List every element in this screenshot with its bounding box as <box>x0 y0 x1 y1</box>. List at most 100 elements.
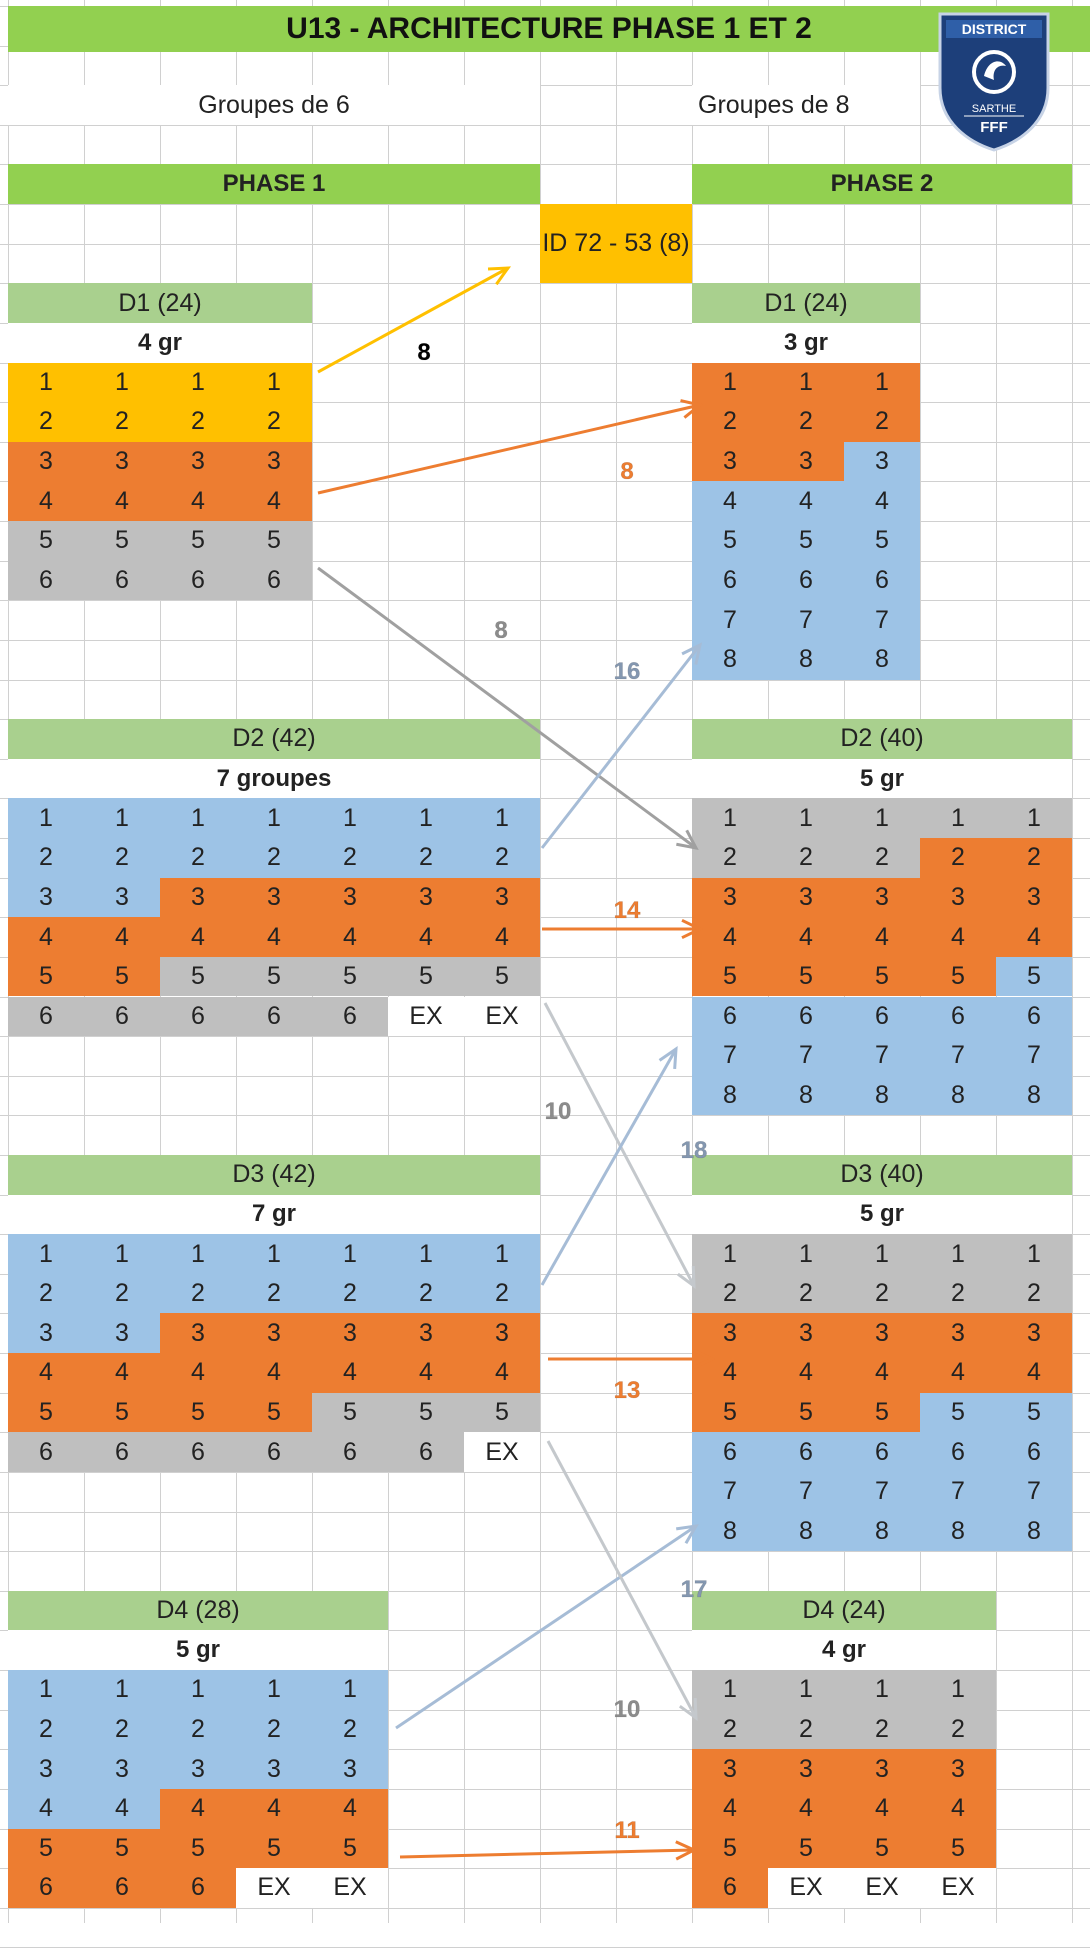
phase2-rank-cell: 8 <box>920 1511 996 1552</box>
phase2-rank-cell: 4 <box>692 1788 768 1829</box>
phase1-rank-cell: 4 <box>160 481 236 522</box>
phase2-rank-cell: 2 <box>692 838 768 878</box>
phase1-rank-cell: 6 <box>84 560 160 601</box>
phase2-rank-cell: 8 <box>920 1075 996 1116</box>
phase1-rank-cell: 2 <box>312 1709 388 1750</box>
phase1-division-header: D4 (28) <box>8 1590 388 1631</box>
phase1-rank-cell: 5 <box>312 1392 388 1433</box>
phase1-rank-cell: 4 <box>84 1353 160 1393</box>
phase1-rank-cell: 3 <box>84 441 160 482</box>
phase1-rank-cell: 5 <box>8 956 84 997</box>
phase2-rank-cell: 7 <box>692 1471 768 1512</box>
phase1-rank-cell: 1 <box>8 1234 84 1274</box>
phase2-rank-cell: 2 <box>844 838 920 878</box>
phase2-rank-cell: 8 <box>844 1075 920 1116</box>
phase2-rank-cell: 1 <box>844 362 920 403</box>
flow-count-label: 13 <box>613 1377 641 1405</box>
phase1-rank-cell: 5 <box>312 1828 388 1869</box>
phase1-division-header: D1 (24) <box>8 283 312 323</box>
phase2-rank-cell: 4 <box>920 917 996 957</box>
phase2-rank-cell: 7 <box>920 1471 996 1512</box>
phase1-rank-cell: 2 <box>8 1709 84 1750</box>
phase2-rank-cell: 1 <box>768 798 844 838</box>
phase1-rank-cell: 5 <box>236 1392 312 1433</box>
phase1-rank-cell: 3 <box>312 1313 388 1354</box>
phase2-rank-cell: 6 <box>768 560 844 601</box>
phase1-rank-cell: 5 <box>84 1392 160 1433</box>
phase2-rank-cell: 4 <box>768 1788 844 1829</box>
phase1-rank-cell: 4 <box>236 1788 312 1829</box>
phase2-rank-cell: 7 <box>844 1471 920 1512</box>
phase1-rank-cell: 4 <box>8 481 84 522</box>
phase2-rank-cell: 3 <box>692 441 768 482</box>
phase2-rank-cell: 1 <box>920 1670 996 1710</box>
phase2-rank-cell: 5 <box>768 521 844 561</box>
phase1-rank-cell: 5 <box>160 1392 236 1433</box>
phase2-rank-cell: 7 <box>692 1036 768 1076</box>
phase2-rank-cell: 6 <box>768 996 844 1037</box>
flow-count-label: 8 <box>417 339 431 367</box>
phase2-rank-cell: 4 <box>996 917 1072 957</box>
phase2-rank-cell: 7 <box>920 1036 996 1076</box>
phase2-rank-cell: 5 <box>844 1392 920 1433</box>
phase1-rank-cell: 4 <box>464 1353 540 1393</box>
phase2-rank-cell: 3 <box>692 1749 768 1789</box>
phase1-rank-cell: 6 <box>236 560 312 601</box>
phase1-rank-cell: 3 <box>160 877 236 918</box>
phase2-rank-cell: 2 <box>844 402 920 442</box>
phase1-rank-cell: 4 <box>84 917 160 957</box>
phase2-rank-cell: 6 <box>844 996 920 1037</box>
phase1-rank-cell: 3 <box>84 1749 160 1789</box>
phase1-rank-cell: 3 <box>8 877 84 918</box>
phase1-rank-cell: EX <box>388 996 464 1037</box>
phase1-rank-cell: EX <box>464 996 540 1037</box>
phase1-rank-cell: 1 <box>464 1234 540 1274</box>
phase2-rank-cell: 8 <box>692 639 768 680</box>
phase2-rank-cell: 4 <box>996 1353 1072 1393</box>
phase2-rank-cell: 1 <box>768 1670 844 1710</box>
phase2-rank-cell: 3 <box>844 1313 920 1354</box>
phase1-rank-cell: 4 <box>312 917 388 957</box>
phase2-rank-cell: 6 <box>844 560 920 601</box>
phase1-rank-cell: 5 <box>160 956 236 997</box>
phase1-rank-cell: 3 <box>312 1749 388 1789</box>
phase1-rank-cell: 4 <box>312 1353 388 1393</box>
phase1-rank-cell: 4 <box>8 1353 84 1393</box>
phase1-rank-cell: 5 <box>464 956 540 997</box>
phase2-rank-cell: 2 <box>692 1709 768 1750</box>
phase2-rank-cell: EX <box>844 1868 920 1908</box>
logo-bottom-text: FFF <box>980 119 1008 136</box>
groupes-de-6-label: Groupes de 6 <box>8 85 540 125</box>
phase1-rank-cell: 4 <box>84 1788 160 1829</box>
phase2-rank-cell: 6 <box>692 1432 768 1472</box>
phase2-rank-cell: 3 <box>692 877 768 918</box>
phase1-rank-cell: 5 <box>8 521 84 561</box>
phase2-rank-cell: 4 <box>920 1788 996 1829</box>
phase1-rank-cell: 3 <box>312 877 388 918</box>
phase2-rank-cell: 3 <box>996 1313 1072 1354</box>
phase1-rank-cell: 1 <box>312 798 388 838</box>
phase1-rank-cell: 1 <box>160 798 236 838</box>
phase1-rank-cell: 1 <box>236 362 312 403</box>
phase1-rank-cell: 3 <box>160 441 236 482</box>
phase1-rank-cell: 2 <box>236 1273 312 1314</box>
phase2-rank-cell: 7 <box>844 600 920 640</box>
phase2-rank-cell: 1 <box>692 1670 768 1710</box>
phase2-rank-cell: 6 <box>996 996 1072 1037</box>
phase1-rank-cell: 6 <box>236 1432 312 1472</box>
phase1-rank-cell: 6 <box>236 996 312 1037</box>
phase2-rank-cell: 8 <box>996 1075 1072 1116</box>
phase1-rank-cell: 6 <box>312 1432 388 1472</box>
phase2-division-header: D2 (40) <box>692 719 1072 759</box>
phase2-rank-cell: 8 <box>692 1075 768 1116</box>
phase1-rank-cell: 6 <box>84 1868 160 1908</box>
phase1-rank-cell: 4 <box>312 1788 388 1829</box>
phase1-rank-cell: 2 <box>160 1709 236 1750</box>
phase1-rank-cell: 3 <box>84 1313 160 1354</box>
phase2-rank-cell: 5 <box>920 1828 996 1869</box>
phase1-rank-cell: 4 <box>236 917 312 957</box>
phase1-groups-count: 7 gr <box>8 1194 540 1235</box>
phase1-rank-cell: 1 <box>160 1234 236 1274</box>
phase2-rank-cell: 7 <box>844 1036 920 1076</box>
